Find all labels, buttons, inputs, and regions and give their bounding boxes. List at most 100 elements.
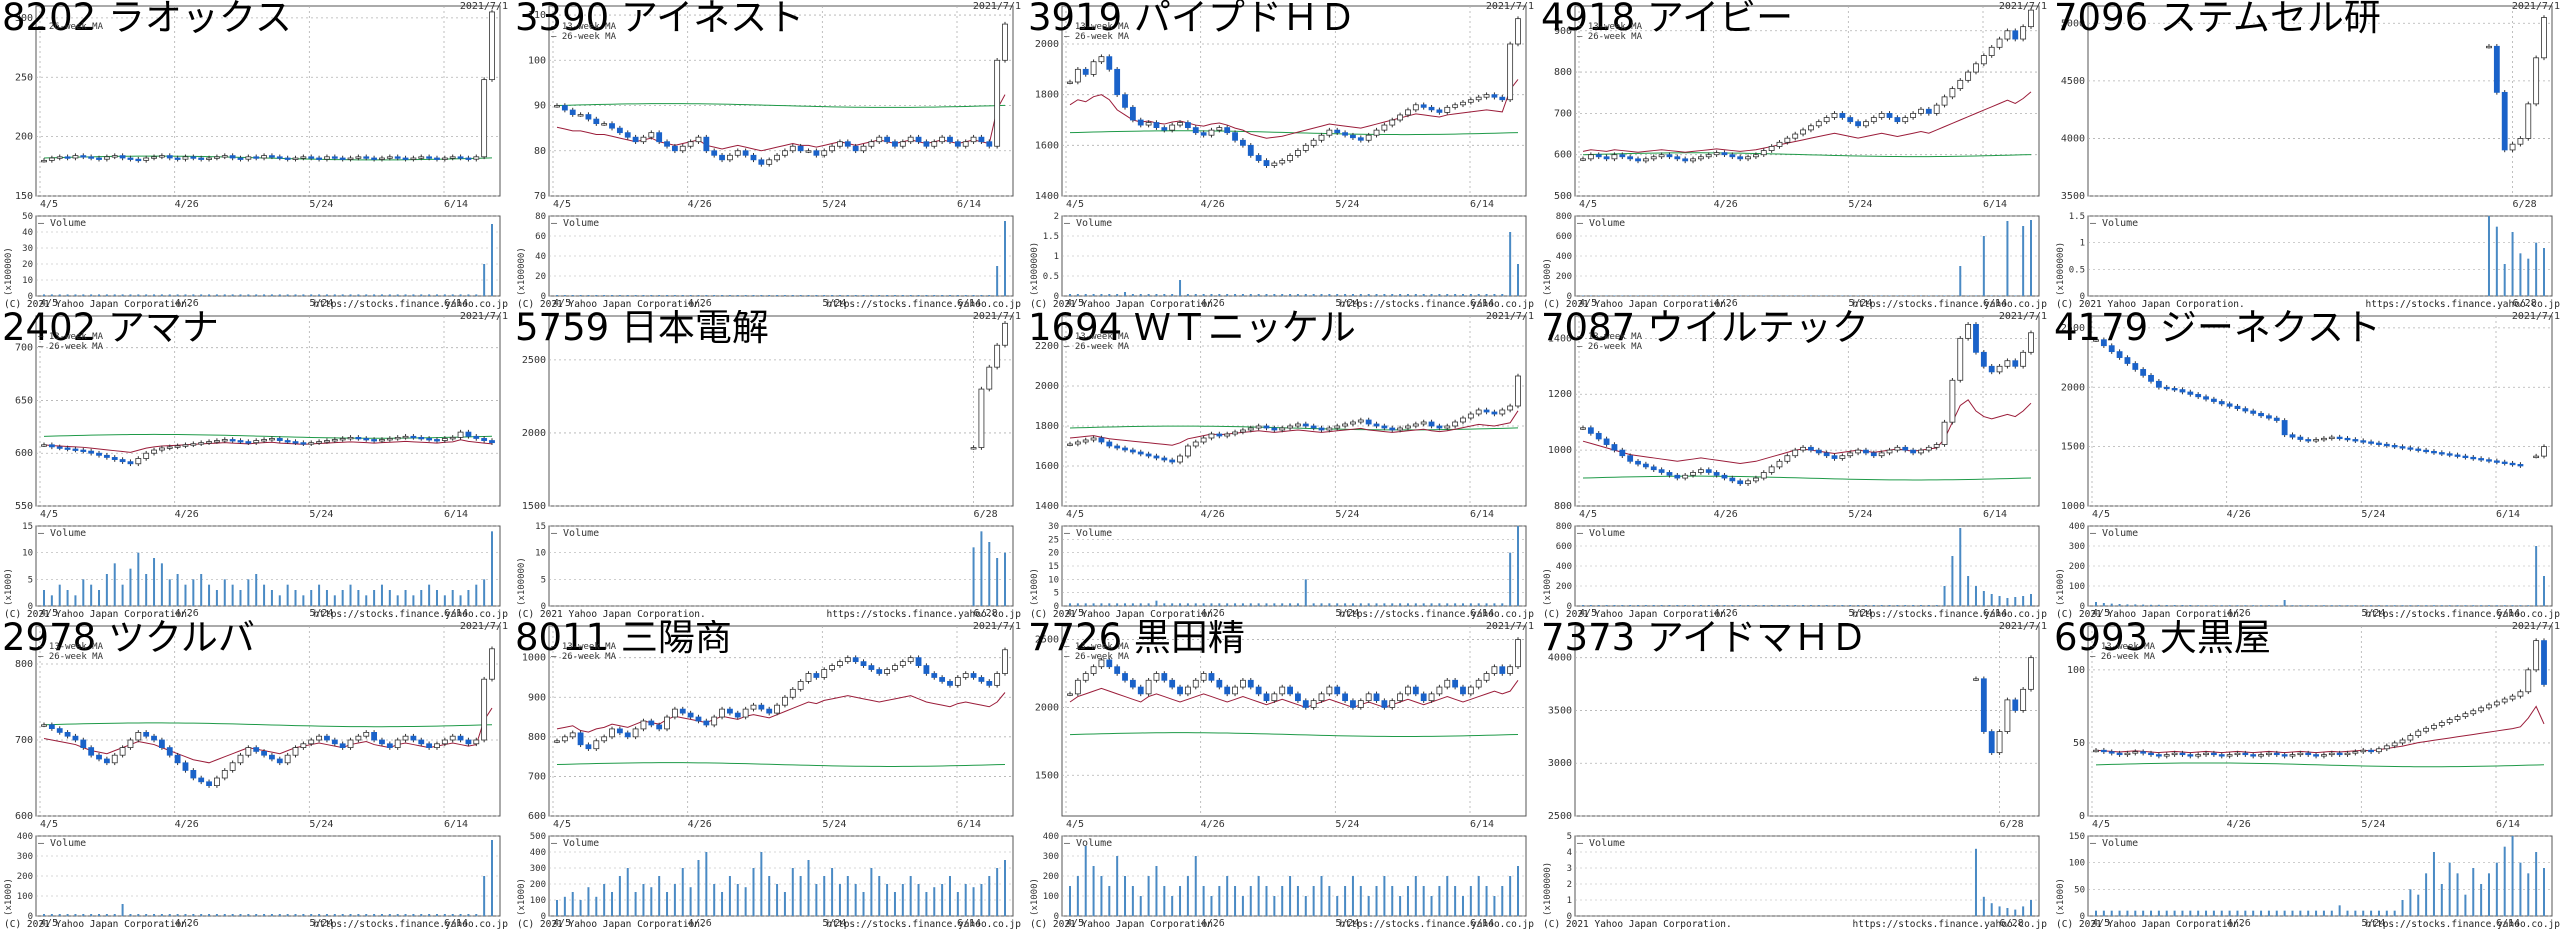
- candle-up: [1642, 158, 1649, 162]
- y-tick-label: 2000: [1035, 702, 1059, 713]
- volume-bar: [223, 914, 226, 916]
- volume-bar: [996, 266, 999, 296]
- stock-chart[interactable]: 1500 2000 2500 6/28 6/28 0 5 10 15 5759 日本電解 2021/…: [513, 310, 1025, 620]
- stock-chart[interactable]: 0 50 100 4/5 4/5 4/26 4/26 5/24 5/24 6/14 6/14 0 50 1…: [2052, 620, 2560, 930]
- volume-bar: [1320, 603, 1323, 606]
- candle-up: [2486, 45, 2492, 49]
- volume-bar: [1438, 886, 1441, 916]
- y-tick-label: 1600: [1035, 140, 1059, 151]
- candle-down: [56, 728, 63, 733]
- candle-up: [1208, 433, 1215, 439]
- candle-up: [561, 736, 568, 742]
- volume-bar: [1739, 295, 1742, 296]
- candle-down: [931, 673, 938, 678]
- volume-bar: [1699, 295, 1702, 296]
- volume-bar: [626, 295, 629, 296]
- y-tick-label: 650: [15, 395, 33, 406]
- candle-down: [750, 154, 757, 161]
- volume-bar: [2503, 264, 2506, 296]
- volume-y-tick-label: 5: [1054, 589, 1059, 599]
- volume-bar: [815, 884, 818, 916]
- candle-up: [41, 159, 47, 163]
- stock-chart[interactable]: 550 600 650 700 4/5 4/5 4/26 4/26 5/24 5/24 6/14 6/…: [0, 310, 512, 620]
- ma-legend: — 13-week MA — 26-week MA: [38, 642, 103, 662]
- candle-up: [2132, 751, 2139, 754]
- candle-down: [1619, 449, 1626, 457]
- candle-up: [994, 673, 1001, 686]
- volume-bar: [2118, 910, 2121, 916]
- candle-up: [1074, 68, 1081, 83]
- y-tick-label: 1500: [522, 501, 546, 512]
- candle-up: [797, 681, 804, 690]
- candle-down: [624, 732, 631, 738]
- candle-down: [434, 439, 440, 442]
- stock-chart[interactable]: 1000 1500 2000 2500 4/5 4/5 4/26 4/26 5/24 5/24 6/…: [2052, 310, 2560, 620]
- volume-bar: [1124, 876, 1127, 916]
- volume-bar: [1399, 896, 1402, 916]
- candle-up: [1823, 117, 1830, 123]
- volume-bar: [2464, 894, 2467, 916]
- volume-bar: [1872, 295, 1875, 296]
- candle-up: [782, 696, 788, 706]
- candle-down: [1114, 666, 1121, 674]
- volume-y-tick-label: 300: [530, 864, 546, 874]
- volume-bar: [1951, 556, 1954, 606]
- volume-bar: [2126, 910, 2129, 916]
- candle-up: [2289, 754, 2296, 757]
- candle-up: [899, 661, 906, 666]
- stock-chart[interactable]: 600 700 800 4/5 4/5 4/26 4/26 5/24 5/24 6/14 6/14 0…: [0, 620, 512, 930]
- candle-up: [214, 440, 220, 443]
- stock-chart[interactable]: 3500 4000 4500 5000 6/28 6/28 0 0.5 1 1.5 7096 ステム…: [2052, 0, 2560, 310]
- volume-bar: [1778, 295, 1781, 296]
- stock-chart[interactable]: 2500 3000 3500 4000 6/28 6/28 0 1 2 3 4 5 7373 アイドマＨ…: [1539, 620, 2051, 930]
- volume-bar: [310, 914, 313, 916]
- volume-bar: [1943, 295, 1946, 296]
- stock-chart[interactable]: 1500 2000 2500 4/5 4/5 4/26 4/26 5/24 5/24 6/14 6/…: [1026, 620, 1538, 930]
- x-tick-label: 4/26: [1201, 819, 1225, 830]
- stock-chart[interactable]: 1400 1600 1800 2000 4/5 4/5 4/26 4/26 5/24 5/24 6/…: [1026, 0, 1538, 310]
- volume-bar: [1124, 292, 1127, 296]
- volume-y-tick-label: 3: [1567, 864, 1572, 874]
- volume-bar: [2307, 910, 2310, 916]
- volume-x-tick-label: 4/5: [1066, 298, 1084, 309]
- candle-down: [1611, 444, 1618, 451]
- volume-bar: [428, 294, 431, 296]
- volume-unit: (x1000): [517, 878, 527, 916]
- volume-bar: [563, 896, 566, 916]
- volume-bar: [736, 884, 739, 916]
- candle-down: [2313, 754, 2319, 757]
- candle-up: [1475, 679, 1482, 688]
- y-tick-label: 4000: [1548, 653, 1572, 664]
- price-plot-frame: [2087, 315, 2553, 507]
- stock-chart[interactable]: 500 600 700 800 900 4/5 4/5 4/26 4/26 5/24 5/24 6/1…: [1539, 0, 2051, 310]
- candle-up: [1342, 423, 1348, 427]
- volume-bar: [1367, 603, 1370, 606]
- volume-x-tick-label: 5/24: [1848, 608, 1872, 619]
- volume-bar: [2173, 910, 2176, 916]
- candle-down: [1192, 127, 1199, 134]
- volume-bar: [948, 295, 951, 296]
- candle-down: [616, 728, 623, 734]
- volume-bar: [2511, 605, 2514, 606]
- volume-bar: [2425, 873, 2428, 916]
- candle-down: [371, 157, 378, 160]
- chart-canvas: 1500200025004/54/54/264/265/245/246/146/…: [1035, 625, 1527, 929]
- stock-chart[interactable]: 600 700 800 900 1000 4/5 4/5 4/26 4/26 5/24 5/24 6/…: [513, 620, 1025, 930]
- stock-chart[interactable]: 800 1000 1200 1400 4/5 4/5 4/26 4/26 5/24 5/24 6/1…: [1539, 310, 2051, 620]
- candle-down: [1153, 122, 1160, 128]
- volume-y-tick-label: 20: [1048, 549, 1059, 559]
- volume-bar: [1336, 294, 1339, 296]
- candle-down: [1729, 154, 1736, 158]
- volume-y-tick-label: 0: [28, 602, 33, 612]
- volume-bar: [1139, 294, 1142, 296]
- stock-chart[interactable]: 1400 1600 1800 2000 2200 4/5 4/5 4/26 4/26 5/24 5/…: [1026, 310, 1538, 620]
- stock-chart[interactable]: 70 80 90 100 110 4/5 4/5 4/26 4/26 5/24 5/24 6/14 6/…: [513, 0, 1025, 310]
- candle-down: [1122, 673, 1128, 681]
- candle-down: [1357, 137, 1364, 141]
- volume-bar: [2417, 605, 2420, 606]
- stock-chart[interactable]: 150 200 250 300 4/5 4/5 4/26 4/26 5/24 5/24 6/14 6/…: [0, 0, 512, 310]
- candle-down: [844, 141, 851, 147]
- y-tick-label: 3000: [1548, 758, 1572, 769]
- volume-bar: [2487, 873, 2490, 916]
- volume-bar: [1296, 294, 1299, 296]
